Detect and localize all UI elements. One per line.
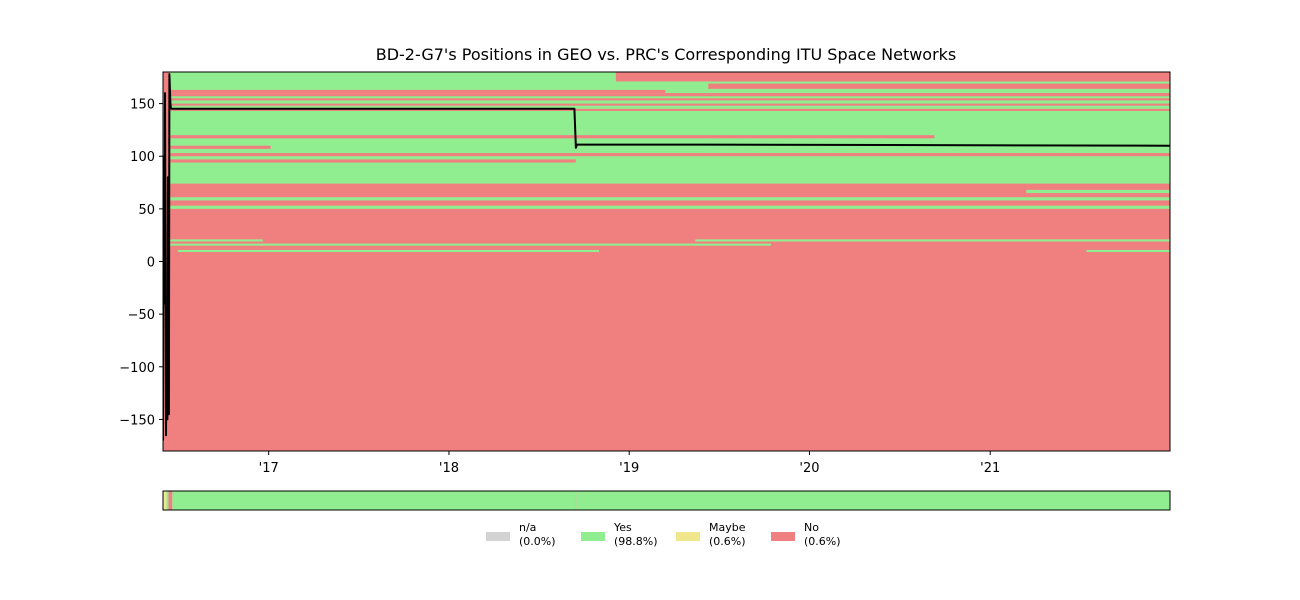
x-tick-label: '18 [439, 461, 459, 476]
network-band [169, 153, 1170, 157]
legend-item: No(0.6%) [771, 521, 841, 548]
network-band [169, 205, 1170, 209]
y-tick-label: −50 [128, 308, 155, 323]
network-band [169, 89, 666, 94]
y-tick-label: −150 [119, 413, 155, 428]
legend-label: No [804, 521, 819, 534]
network-band [169, 100, 1170, 104]
network-band [1026, 189, 1170, 194]
x-tick-label: '17 [259, 461, 279, 476]
network-band [169, 135, 935, 139]
legend-percent: (0.6%) [804, 535, 841, 548]
legend-percent: (98.8%) [614, 535, 658, 548]
y-tick-label: −100 [119, 361, 155, 376]
position-line [163, 73, 1170, 441]
network-band [1086, 249, 1170, 253]
y-tick-label: 0 [147, 256, 155, 271]
network-band [169, 243, 771, 246]
summary-segment [166, 491, 169, 510]
network-band [169, 197, 1170, 201]
series-group [163, 73, 1170, 441]
network-band [169, 96, 1170, 99]
network-band [169, 145, 271, 149]
network-bands [169, 72, 1170, 253]
legend-item: n/a(0.0%) [486, 521, 556, 548]
summary-segment [163, 491, 167, 510]
legend-label: Maybe [709, 521, 746, 534]
legend: n/a(0.0%)Yes(98.8%)Maybe(0.6%)No(0.6%) [486, 521, 841, 548]
summary-segment [172, 491, 1170, 510]
summary-frame [162, 490, 1171, 511]
network-band [169, 159, 576, 163]
y-tick-label: 100 [130, 150, 155, 165]
legend-percent: (0.6%) [709, 535, 746, 548]
network-band [615, 72, 1170, 82]
network-band [169, 105, 1170, 109]
network-band [177, 249, 600, 253]
chart-title: BD-2-G7's Positions in GEO vs. PRC's Cor… [376, 45, 957, 64]
legend-label: Yes [613, 521, 632, 534]
network-band [169, 110, 1170, 184]
network-band [695, 239, 1170, 242]
legend-item: Maybe(0.6%) [676, 521, 746, 548]
plot-area [162, 71, 1171, 452]
legend-swatch [486, 532, 510, 541]
y-axis: 150 100 50 0 −50 −100 −150 [119, 98, 163, 428]
y-tick-label: 150 [130, 98, 155, 113]
legend-percent: (0.0%) [519, 535, 556, 548]
x-tick-label: '19 [619, 461, 639, 476]
x-tick-label: '21 [980, 461, 1000, 476]
legend-swatch [771, 532, 795, 541]
summary-bar [162, 490, 1171, 511]
summary-segment [168, 491, 173, 510]
network-band [708, 83, 1170, 89]
x-axis: '17 '18 '19 '20 '21 [259, 451, 1000, 476]
legend-item: Yes(98.8%) [581, 521, 658, 548]
y-tick-label: 50 [138, 203, 155, 218]
legend-label: n/a [519, 521, 536, 534]
network-band [169, 239, 263, 242]
legend-swatch [581, 532, 605, 541]
x-tick-label: '20 [799, 461, 819, 476]
legend-swatch [676, 532, 700, 541]
